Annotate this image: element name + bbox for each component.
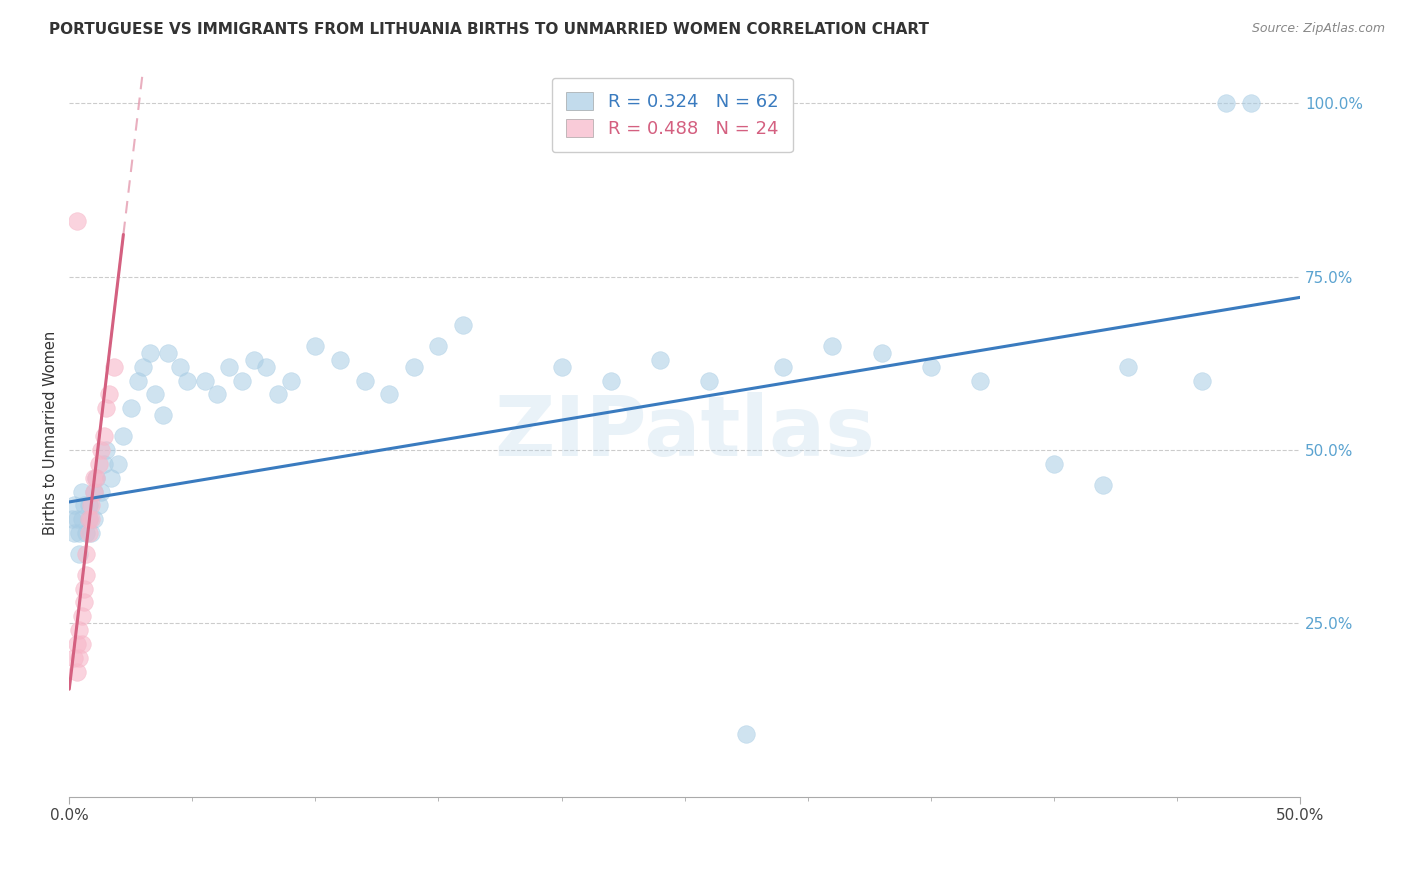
Point — [93, 429, 115, 443]
Point — [735, 727, 758, 741]
Point — [84, 471, 107, 485]
Point — [697, 374, 720, 388]
Point — [304, 339, 326, 353]
Point — [451, 318, 474, 332]
Point — [231, 374, 253, 388]
Point — [70, 484, 93, 499]
Point — [127, 374, 149, 388]
Point — [1240, 96, 1263, 111]
Point — [77, 499, 100, 513]
Point — [169, 359, 191, 374]
Point — [65, 512, 87, 526]
Point — [107, 457, 129, 471]
Point — [73, 582, 96, 596]
Point — [93, 457, 115, 471]
Point — [87, 457, 110, 471]
Point — [145, 387, 167, 401]
Point — [120, 401, 142, 416]
Point — [772, 359, 794, 374]
Point — [267, 387, 290, 401]
Point — [63, 526, 86, 541]
Point — [67, 624, 90, 638]
Point — [70, 637, 93, 651]
Point — [96, 442, 118, 457]
Point — [70, 609, 93, 624]
Point — [67, 526, 90, 541]
Point — [65, 214, 87, 228]
Point — [84, 471, 107, 485]
Point — [97, 387, 120, 401]
Point — [100, 471, 122, 485]
Point — [75, 567, 97, 582]
Point — [77, 512, 100, 526]
Point — [243, 352, 266, 367]
Point — [70, 512, 93, 526]
Point — [1092, 477, 1115, 491]
Text: ZIPatlas: ZIPatlas — [494, 392, 875, 473]
Point — [73, 595, 96, 609]
Point — [176, 374, 198, 388]
Point — [194, 374, 217, 388]
Point — [378, 387, 401, 401]
Point — [280, 374, 302, 388]
Point — [1043, 457, 1066, 471]
Point — [599, 374, 621, 388]
Point — [218, 359, 240, 374]
Point — [353, 374, 375, 388]
Point — [83, 484, 105, 499]
Point — [821, 339, 844, 353]
Point — [139, 346, 162, 360]
Point — [67, 547, 90, 561]
Point — [920, 359, 942, 374]
Point — [402, 359, 425, 374]
Point — [103, 359, 125, 374]
Point — [80, 499, 103, 513]
Point — [427, 339, 450, 353]
Point — [65, 637, 87, 651]
Point — [254, 359, 277, 374]
Point — [152, 409, 174, 423]
Point — [75, 526, 97, 541]
Y-axis label: Births to Unmarried Women: Births to Unmarried Women — [44, 330, 58, 534]
Point — [73, 499, 96, 513]
Point — [90, 442, 112, 457]
Point — [205, 387, 228, 401]
Point — [550, 359, 572, 374]
Point — [870, 346, 893, 360]
Point — [90, 484, 112, 499]
Point — [112, 429, 135, 443]
Point — [60, 512, 83, 526]
Point — [83, 484, 105, 499]
Point — [83, 512, 105, 526]
Point — [329, 352, 352, 367]
Point — [67, 651, 90, 665]
Legend: R = 0.324   N = 62, R = 0.488   N = 24: R = 0.324 N = 62, R = 0.488 N = 24 — [551, 78, 793, 153]
Point — [77, 526, 100, 541]
Point — [77, 512, 100, 526]
Point — [63, 651, 86, 665]
Point — [648, 352, 671, 367]
Point — [83, 471, 105, 485]
Point — [65, 665, 87, 679]
Point — [75, 547, 97, 561]
Point — [87, 499, 110, 513]
Point — [96, 401, 118, 416]
Point — [969, 374, 991, 388]
Point — [1116, 359, 1139, 374]
Point — [1215, 96, 1237, 111]
Text: PORTUGUESE VS IMMIGRANTS FROM LITHUANIA BIRTHS TO UNMARRIED WOMEN CORRELATION CH: PORTUGUESE VS IMMIGRANTS FROM LITHUANIA … — [49, 22, 929, 37]
Point — [1191, 374, 1213, 388]
Point — [80, 526, 103, 541]
Point — [132, 359, 155, 374]
Point — [156, 346, 179, 360]
Text: Source: ZipAtlas.com: Source: ZipAtlas.com — [1251, 22, 1385, 36]
Point — [63, 499, 86, 513]
Point — [80, 512, 103, 526]
